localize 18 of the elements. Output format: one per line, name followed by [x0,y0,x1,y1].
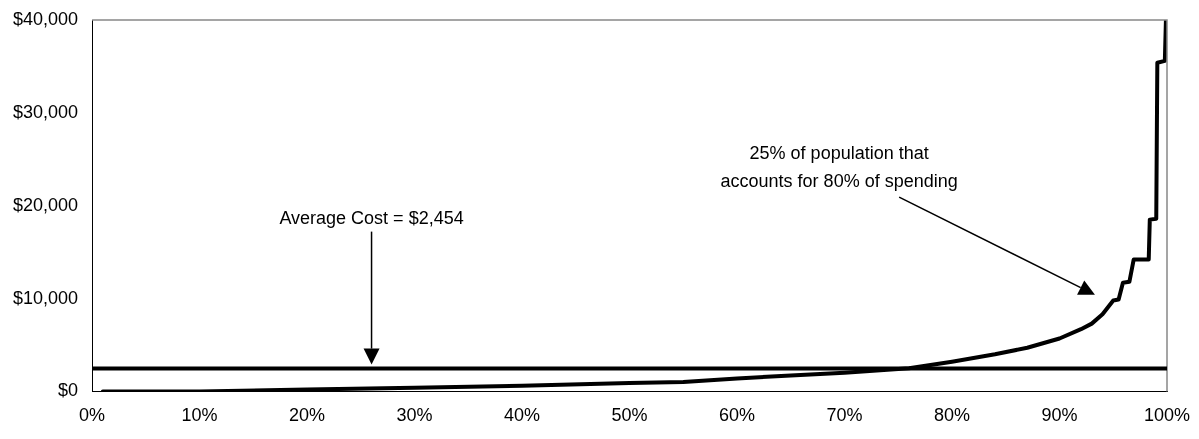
x-tick-label: 60% [719,405,756,426]
x-tick-label: 50% [611,405,648,426]
y-tick-label: $0 [58,380,79,401]
y-tick-label: $10,000 [12,287,79,308]
y-tick-label: $40,000 [12,8,79,29]
x-tick-label: 80% [934,405,971,426]
x-tick-label: 0% [79,405,106,426]
x-tick-label: 30% [396,405,433,426]
annotation: 25% of population that accounts for 80% of spending [720,143,958,192]
x-tick-label: 100% [1143,405,1191,426]
y-tick-label: $20,000 [12,194,79,215]
x-tick-label: 90% [1041,405,1078,426]
x-tick-label: 40% [504,405,541,426]
x-tick-label: 10% [181,405,218,426]
x-tick-label: 70% [826,405,863,426]
x-tick-label: 20% [289,405,326,426]
y-tick-label: $30,000 [12,101,79,122]
ref-line-label: Average Cost = $2,454 [279,207,464,228]
